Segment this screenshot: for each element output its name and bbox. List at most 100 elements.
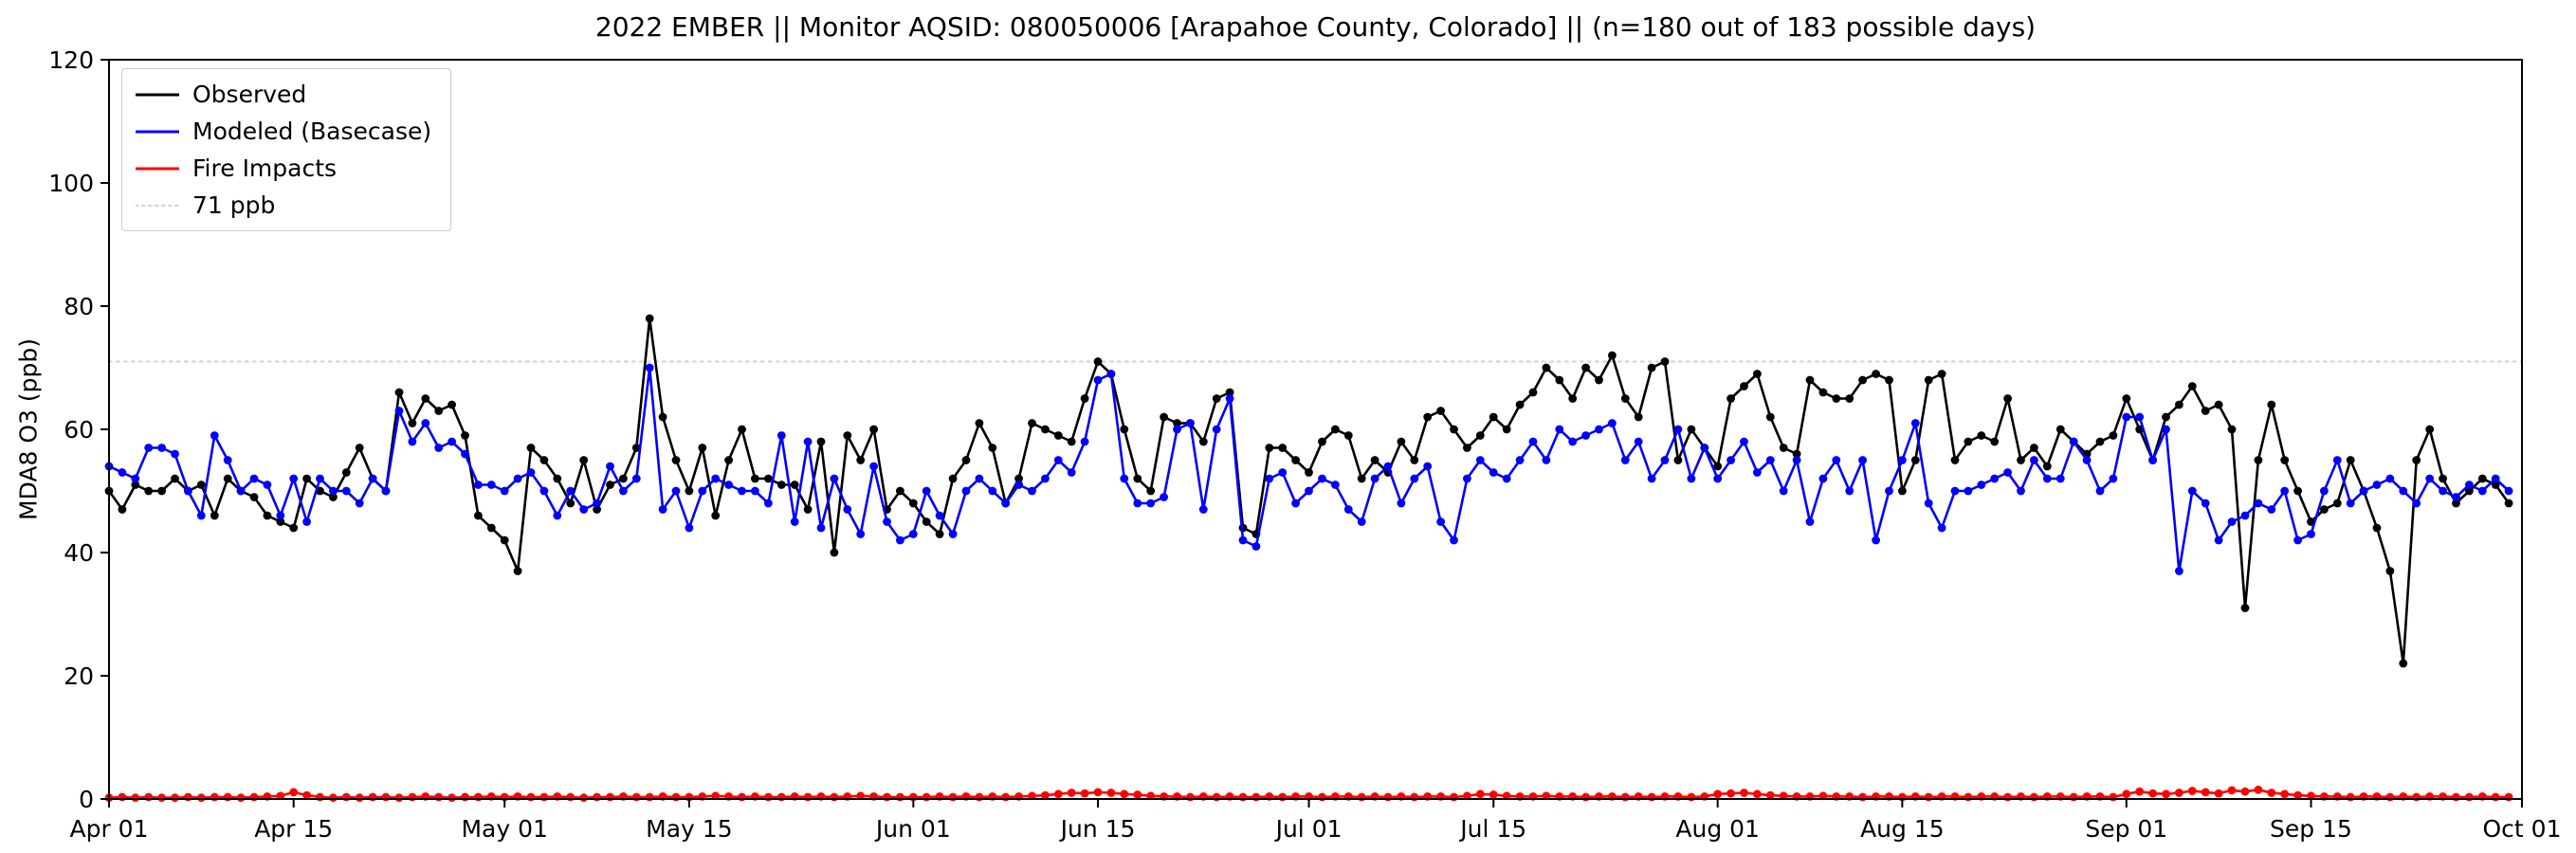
modeled-basecase-point — [2332, 456, 2342, 464]
modeled-basecase-point — [711, 474, 721, 483]
modeled-basecase-point — [2055, 474, 2065, 483]
observed-point — [1977, 431, 1986, 440]
observed-point — [1595, 375, 1603, 385]
observed-point — [2055, 425, 2065, 434]
observed-point — [1845, 394, 1854, 403]
fire-impacts-point — [1041, 790, 1050, 800]
modeled-basecase-point — [2187, 486, 2197, 496]
x-tick-label: Jul 01 — [1274, 815, 1343, 843]
fire-impacts-point — [2504, 792, 2513, 802]
observed-point — [1265, 444, 1274, 452]
x-tick-label: Sep 15 — [2270, 815, 2352, 843]
observed-point — [2095, 437, 2105, 446]
modeled-basecase-point — [2030, 456, 2038, 464]
modeled-basecase-point — [1475, 456, 1485, 464]
modeled-basecase-point — [157, 444, 167, 452]
modeled-basecase-point — [1950, 486, 1960, 496]
observed-point — [1818, 388, 1828, 397]
fire-impacts-point — [776, 792, 786, 802]
modeled-basecase-point — [2452, 493, 2460, 501]
observed-point — [1278, 444, 1288, 452]
observed-point — [698, 444, 707, 452]
fire-impacts-point — [2491, 792, 2500, 802]
observed-point — [2162, 412, 2170, 422]
observed-point — [276, 517, 285, 526]
fire-impacts-point — [276, 791, 285, 801]
observed-point — [816, 437, 826, 446]
observed-point — [1805, 375, 1815, 385]
fire-impacts-point — [883, 792, 891, 802]
observed-point — [2439, 474, 2448, 483]
modeled-basecase-point — [1001, 499, 1011, 508]
modeled-basecase-point — [2412, 499, 2421, 508]
modeled-basecase-point — [1542, 456, 1551, 464]
y-tick-label: 40 — [64, 539, 94, 567]
fire-impacts-point — [764, 792, 773, 802]
observed-point — [1924, 375, 1933, 385]
fire-impacts-point — [1410, 792, 1419, 802]
fire-impacts-point — [2254, 785, 2263, 794]
observed-point — [553, 474, 562, 483]
modeled-basecase-point — [2439, 486, 2448, 496]
fire-impacts-point — [2030, 792, 2038, 802]
observed-point — [1397, 437, 1406, 446]
modeled-line-sample — [136, 130, 179, 133]
plot-border — [108, 59, 2523, 800]
modeled-basecase-point — [1318, 474, 1326, 483]
modeled-basecase-point — [1528, 437, 1538, 446]
series-modeled-basecase — [104, 363, 2513, 575]
fire-impacts-point — [329, 793, 338, 803]
modeled-basecase-point — [2003, 468, 2013, 477]
modeled-basecase-point — [1041, 474, 1050, 483]
observed-point — [539, 456, 549, 464]
x-tick-label: Jun 15 — [1059, 815, 1136, 843]
fire-impacts-point — [711, 791, 721, 801]
modeled-basecase-point — [1423, 462, 1433, 471]
observed-point — [1080, 394, 1089, 403]
observed-point — [2477, 474, 2487, 483]
modeled-basecase-point — [2425, 474, 2435, 483]
fire-impacts-point — [1133, 790, 1142, 799]
fire-impacts-point — [1924, 792, 1933, 802]
observed-point — [1620, 394, 1630, 403]
modeled-basecase-point — [500, 486, 509, 496]
x-tick-label: May 01 — [461, 815, 547, 843]
modeled-basecase-point — [1397, 499, 1406, 508]
modeled-basecase-point — [1133, 499, 1142, 508]
modeled-basecase-point — [2346, 499, 2355, 508]
modeled-basecase-point — [394, 407, 404, 415]
fire-impacts-point — [566, 792, 575, 802]
fire-impacts-point — [1318, 792, 1326, 802]
fire-impacts-point — [2293, 790, 2303, 800]
modeled-basecase-point — [236, 486, 246, 496]
observed-point — [711, 511, 721, 520]
fire-impacts-point — [184, 792, 192, 802]
modeled-basecase-point — [631, 474, 641, 483]
fire-impacts-point — [1146, 791, 1156, 801]
modeled-basecase-point — [1673, 425, 1683, 434]
observed-point — [1792, 449, 1801, 459]
observed-point — [1212, 394, 1221, 403]
modeled-basecase-point — [2227, 517, 2237, 526]
fire-impacts-point — [2135, 787, 2145, 796]
modeled-basecase-point — [1450, 535, 1458, 545]
observed-point — [2425, 425, 2435, 434]
observed-point — [329, 493, 338, 501]
fire-impacts-point — [631, 792, 641, 802]
modeled-basecase-point — [302, 517, 311, 526]
modeled-basecase-point — [2280, 486, 2290, 496]
modeled-basecase-point — [764, 499, 773, 508]
modeled-basecase-point — [1278, 468, 1288, 477]
fire-impacts-point — [381, 792, 391, 802]
observed-point — [1133, 474, 1142, 483]
fire-impacts-point — [394, 793, 404, 803]
y-tick-label: 60 — [64, 416, 94, 444]
modeled-basecase-point — [1173, 425, 1181, 434]
modeled-basecase-point — [1225, 394, 1234, 403]
observed-point — [1937, 370, 1946, 378]
modeled-basecase-point — [2504, 486, 2513, 496]
observed-point — [961, 456, 971, 464]
legend-label-threshold: 71 ppb — [192, 191, 276, 219]
fire-impacts-point — [2412, 792, 2421, 802]
observed-point — [1463, 444, 1471, 452]
